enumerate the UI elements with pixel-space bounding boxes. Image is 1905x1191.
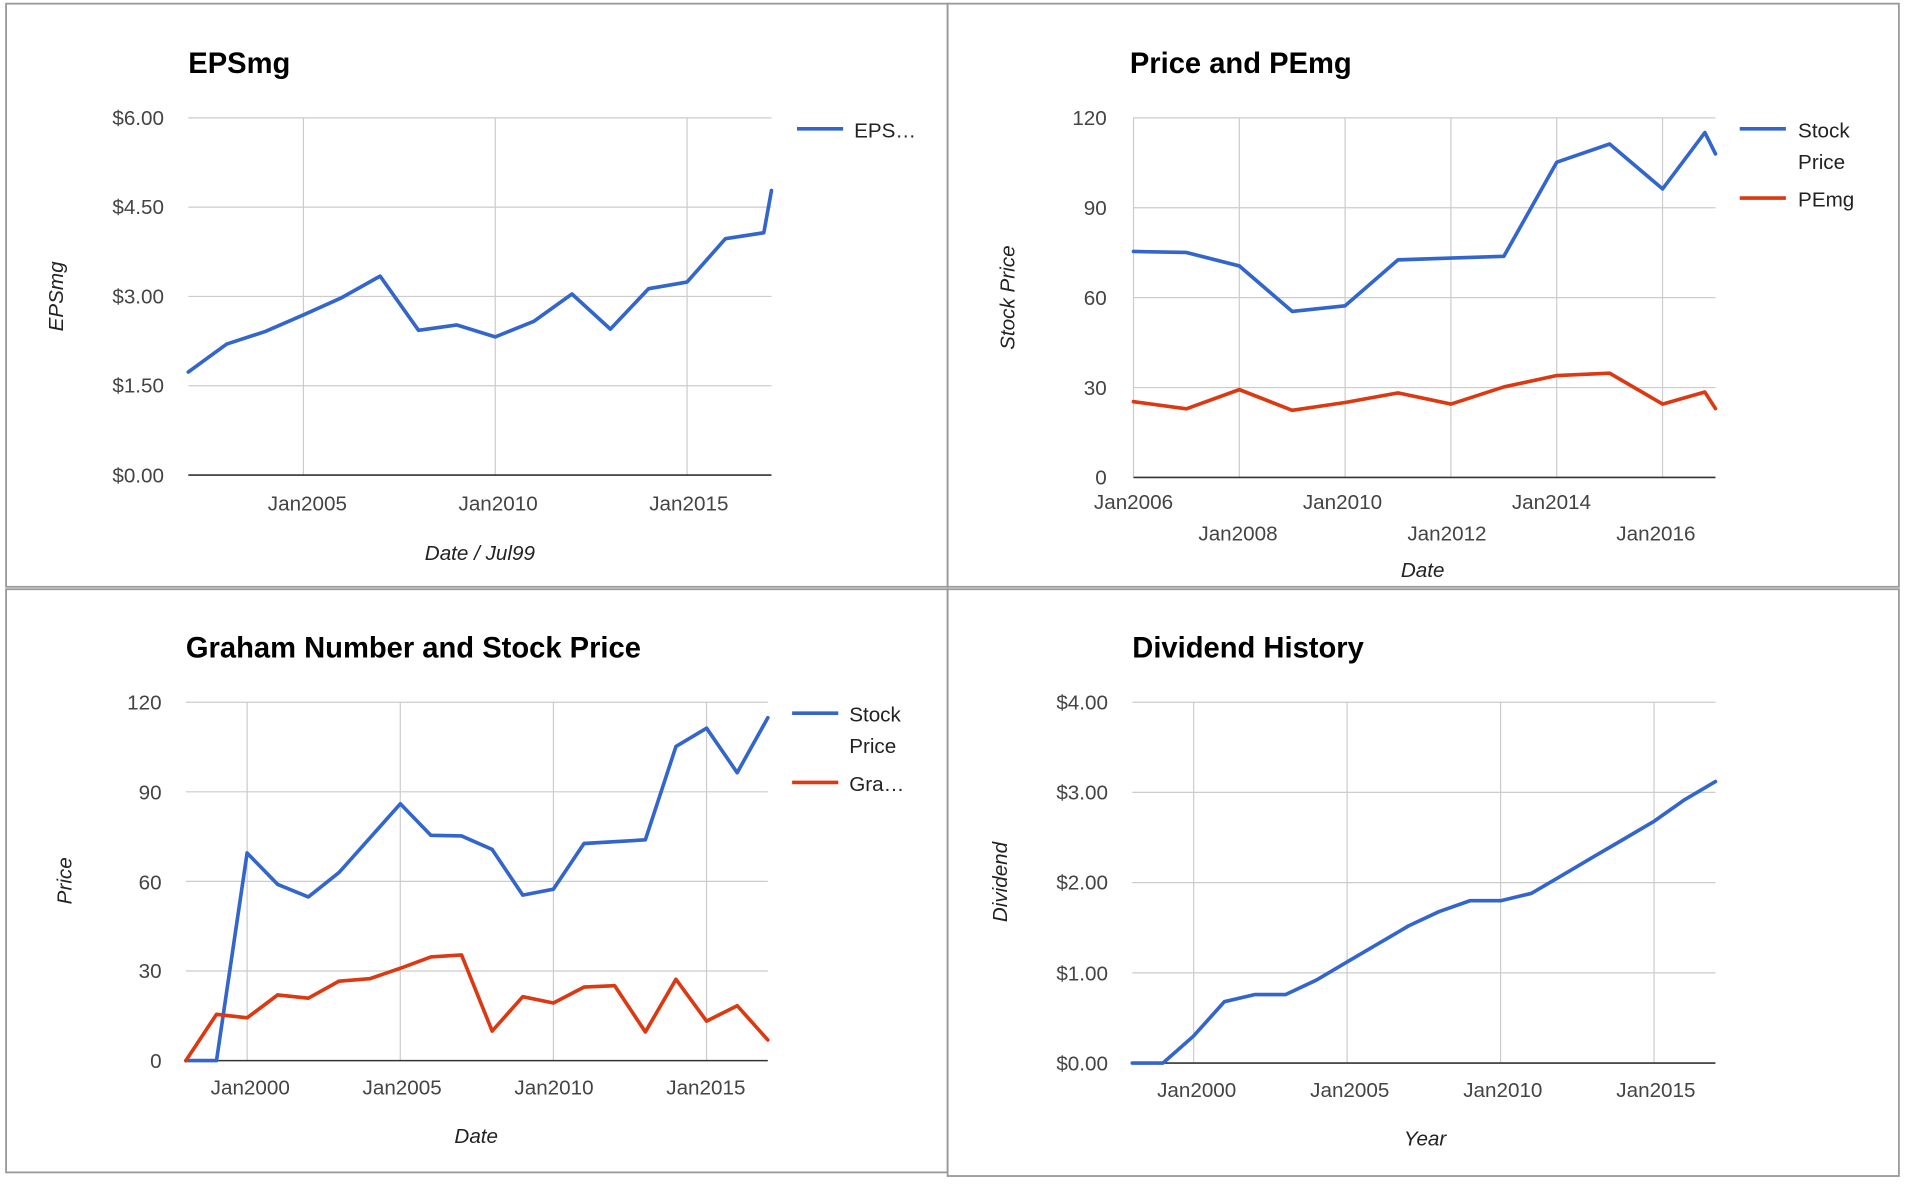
x-tick-label: Jan2008: [1198, 523, 1277, 546]
legend-entry: EPS…: [854, 119, 916, 142]
x-tick-label: Jan2006: [1094, 491, 1173, 514]
x-tick-label: Jan2000: [1157, 1079, 1236, 1102]
x-axis-label: Date: [454, 1125, 498, 1148]
x-tick-labels: Jan2000 Jan2005 Jan2010 Jan2015: [1157, 1079, 1695, 1102]
series-layer: [1131, 130, 1718, 413]
legend-entry: Price: [1798, 151, 1845, 174]
y-tick-label: $3.00: [1056, 781, 1108, 804]
graham-chart: Graham Number and Stock Price 0 30 60 90…: [5, 588, 949, 1174]
legend-entry: PEmg: [1798, 189, 1854, 212]
y-tick-label: $1.00: [1056, 962, 1108, 985]
legend-entry: Gra…: [849, 773, 904, 796]
y-tick-label: $4.50: [112, 196, 164, 219]
y-tick-labels: $0.00 $1.00 $2.00 $3.00 $4.00: [1056, 692, 1108, 1076]
series-line: [1131, 130, 1718, 314]
y-tick-label: $0.00: [112, 464, 164, 487]
price-pemg-chart: Price and PEmg 0 30 60 90 120 Jan2006 Ja…: [946, 2, 1900, 588]
series-layer: [1130, 779, 1718, 1065]
y-tick-label: $3.00: [112, 286, 164, 309]
x-axis-label: Date / Jul99: [425, 542, 536, 565]
y-tick-labels: $0.00 $1.50 $3.00 $4.50 $6.00: [112, 107, 164, 487]
series-line: [184, 715, 770, 1063]
legend-entry: Stock: [849, 704, 901, 727]
legend: Stock Price PEmg: [1739, 119, 1854, 212]
x-tick-label: Jan2010: [1463, 1079, 1542, 1102]
x-tick-label: Jan2014: [1512, 491, 1591, 514]
x-axis-label: Date: [1401, 559, 1445, 582]
x-tick-labels: Jan2006 Jan2010 Jan2014 Jan2008 Jan2012 …: [1094, 491, 1696, 546]
gridlines: [1132, 701, 1716, 1064]
panel-frame: [946, 588, 1900, 1177]
y-tick-label: 90: [1084, 197, 1107, 220]
y-tick-label: 30: [139, 960, 162, 983]
y-tick-label: $1.50: [112, 374, 164, 397]
series-line: [186, 188, 774, 374]
x-tick-label: Jan2010: [514, 1077, 593, 1100]
x-tick-label: Jan2000: [211, 1077, 290, 1100]
y-tick-label: 0: [1095, 467, 1106, 490]
y-tick-label: 120: [127, 692, 161, 715]
legend-entry: Price: [849, 735, 896, 758]
chart-title: Dividend History: [1132, 632, 1364, 664]
x-tick-label: Jan2015: [1616, 1079, 1695, 1102]
y-tick-labels: 0 30 60 90 120: [127, 692, 161, 1073]
y-tick-label: $4.00: [1056, 692, 1108, 715]
y-tick-label: $6.00: [112, 107, 164, 130]
gridlines: [188, 117, 772, 476]
x-tick-label: Jan2005: [1310, 1079, 1389, 1102]
x-tick-label: Jan2005: [268, 492, 347, 515]
y-tick-label: 90: [139, 781, 162, 804]
x-tick-label: Jan2010: [459, 492, 538, 515]
legend: EPS…: [796, 119, 916, 142]
series-line: [1131, 371, 1718, 413]
x-tick-labels: Jan2000 Jan2005 Jan2010 Jan2015: [211, 1077, 746, 1100]
y-tick-label: 60: [1084, 287, 1107, 310]
y-tick-label: 0: [150, 1050, 161, 1073]
gridlines: [1132, 117, 1716, 479]
y-tick-label: $2.00: [1056, 871, 1108, 894]
series-layer: [184, 715, 770, 1063]
panel-frame: [946, 2, 1900, 588]
y-axis-label: EPSmg: [45, 261, 68, 331]
y-axis-label: Stock Price: [996, 245, 1019, 349]
series-layer: [186, 188, 774, 374]
series-line: [184, 953, 770, 1063]
x-tick-label: Jan2010: [1303, 491, 1382, 514]
series-line: [1130, 779, 1718, 1065]
x-tick-label: Jan2005: [363, 1077, 442, 1100]
dividend-chart: Dividend History $0.00 $1.00 $2.00 $3.00…: [946, 588, 1900, 1177]
x-tick-label: Jan2016: [1616, 523, 1695, 546]
y-tick-labels: 0 30 60 90 120: [1072, 107, 1106, 490]
chart-title: EPSmg: [188, 48, 290, 80]
y-tick-label: 60: [139, 871, 162, 894]
chart-title: Price and PEmg: [1130, 48, 1352, 80]
legend: Stock Price Gra…: [792, 704, 904, 796]
chart-title: Graham Number and Stock Price: [186, 632, 641, 664]
y-tick-label: 120: [1072, 107, 1106, 130]
x-tick-label: Jan2015: [666, 1077, 745, 1100]
y-axis-label: Dividend: [989, 840, 1012, 922]
legend-entry: Stock: [1798, 119, 1850, 142]
gridlines: [185, 701, 768, 1062]
y-tick-label: $0.00: [1056, 1052, 1108, 1075]
x-tick-label: Jan2012: [1407, 523, 1486, 546]
eps-chart: EPSmg $0.00 $1.50 $3.00 $4.50 $6.00 Jan2…: [5, 2, 949, 588]
x-tick-labels: Jan2005 Jan2010 Jan2015: [268, 492, 729, 515]
x-tick-label: Jan2015: [649, 492, 728, 515]
x-axis-label: Year: [1404, 1128, 1448, 1151]
y-axis-label: Price: [54, 857, 77, 904]
y-tick-label: 30: [1084, 377, 1107, 400]
